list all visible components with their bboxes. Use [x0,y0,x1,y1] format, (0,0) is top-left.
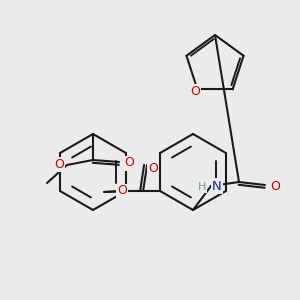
Text: H: H [198,182,206,192]
Text: O: O [117,184,127,197]
Text: N: N [212,179,222,193]
Text: O: O [270,179,280,193]
Text: O: O [190,85,200,98]
Text: O: O [148,163,158,176]
Text: O: O [124,157,134,169]
Text: O: O [54,158,64,170]
